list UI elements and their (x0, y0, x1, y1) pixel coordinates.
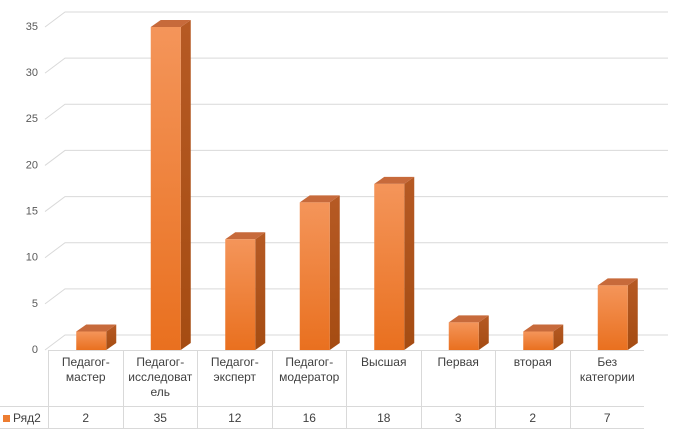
x-tick-label: Педагог-исследователь (122, 350, 197, 406)
table-value: 12 (197, 406, 272, 429)
bar-side (553, 324, 564, 350)
bar-front (448, 322, 479, 350)
bar-front (299, 202, 330, 350)
grid-line (44, 288, 668, 305)
table-value: 18 (346, 406, 421, 429)
grid-line (44, 103, 668, 120)
bar (76, 324, 117, 350)
x-tick-label: Без категории (569, 350, 644, 406)
grid-line (44, 334, 668, 351)
bar (150, 20, 191, 350)
table-value: 2 (48, 406, 123, 429)
table-value: 2 (495, 406, 570, 429)
y-tick-label: 15 (26, 205, 38, 217)
bar (374, 176, 415, 350)
bar-side (106, 324, 117, 350)
grid-line (44, 196, 668, 212)
bar (225, 232, 266, 350)
y-tick-label: 10 (26, 252, 38, 264)
legend-label: Ряд2 (13, 411, 41, 425)
bar-side (329, 195, 340, 350)
bar-front (150, 27, 181, 350)
bar-top (150, 20, 191, 27)
x-tick-label: Педагог-эксперт (197, 350, 272, 406)
bar-side (478, 315, 489, 350)
bar-side (627, 278, 638, 350)
bar-front (225, 239, 256, 350)
grid-line (44, 57, 668, 74)
grid-line (44, 11, 668, 28)
legend: Ряд2 (0, 406, 48, 429)
bar-top (299, 195, 340, 203)
y-tick-label: 30 (26, 67, 38, 79)
x-tick-label: Высшая (346, 350, 421, 406)
bar-front (597, 285, 628, 350)
x-tick-label: Педагог-модератор (271, 350, 346, 406)
bar (523, 324, 564, 350)
y-tick-label: 25 (26, 113, 38, 125)
bar-top (448, 315, 489, 323)
bar-top (76, 324, 117, 332)
bar (597, 278, 638, 350)
bar-top (523, 324, 564, 332)
bar-side (404, 176, 415, 350)
y-tick-label: 35 (26, 21, 38, 33)
table-value: 16 (271, 406, 346, 429)
bar-side (255, 232, 266, 350)
y-tick-label: 5 (32, 298, 38, 310)
table-value: 35 (122, 406, 197, 429)
grid-line (44, 149, 668, 166)
legend-swatch (3, 415, 10, 422)
x-tick-label: Педагог-мастер (48, 350, 123, 406)
bar-front (523, 331, 554, 350)
y-tick-label: 20 (26, 159, 38, 171)
bar-top (225, 232, 266, 240)
x-tick-label: вторая (495, 350, 570, 406)
bar (448, 315, 489, 350)
bar-front (76, 331, 107, 350)
bar-side (180, 20, 191, 350)
bar-front (374, 183, 405, 350)
x-tick-label: Первая (420, 350, 495, 406)
table-value: 7 (569, 406, 644, 429)
bar (299, 195, 340, 350)
bar-top (374, 176, 415, 184)
bar-top (597, 278, 638, 286)
grid-line (44, 242, 668, 259)
table-value: 3 (420, 406, 495, 429)
y-tick-label: 0 (32, 344, 38, 356)
